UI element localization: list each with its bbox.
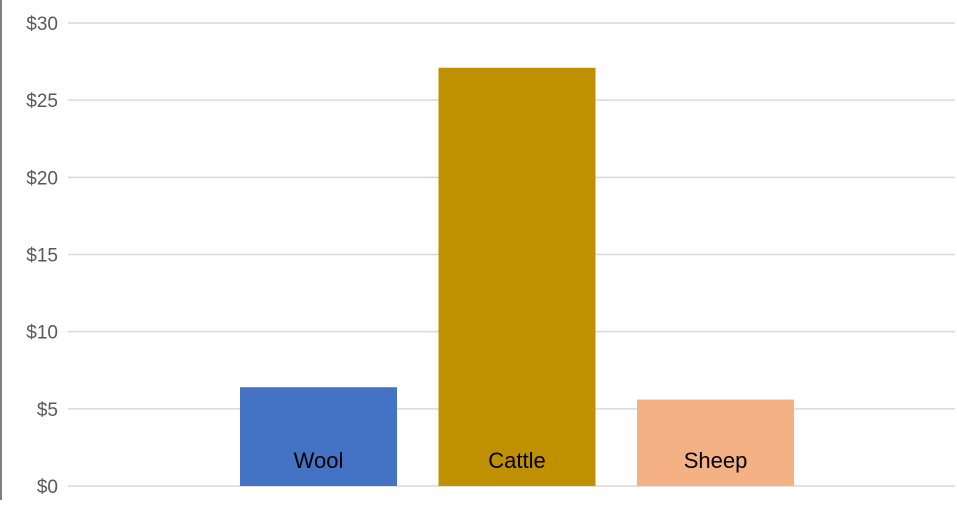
- y-tick-label: $25: [26, 91, 58, 112]
- bar-label-wool: Wool: [294, 448, 344, 473]
- y-axis-tick-labels: $0 $5 $10 $15 $20 $25 $30: [26, 14, 58, 498]
- bar-labels: Wool Cattle Sheep: [294, 448, 748, 473]
- frame-left-border: [0, 0, 2, 500]
- bar-cattle: [438, 67, 596, 487]
- y-tick-label: $20: [26, 168, 58, 189]
- bar-label-sheep: Sheep: [684, 448, 748, 473]
- bar-wool: [240, 387, 397, 486]
- y-tick-label: $15: [26, 246, 58, 267]
- y-tick-label: $10: [26, 323, 58, 344]
- bar-label-cattle: Cattle: [488, 448, 545, 473]
- y-tick-label: $0: [37, 477, 58, 498]
- bar-sheep: [637, 399, 794, 486]
- y-tick-label: $5: [37, 400, 58, 421]
- bars: [240, 67, 794, 487]
- y-tick-label: $30: [26, 14, 58, 35]
